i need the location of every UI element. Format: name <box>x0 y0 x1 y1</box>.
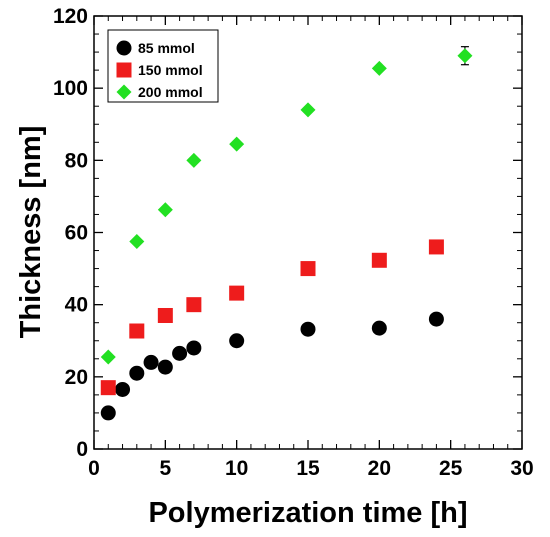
x-tick-label: 20 <box>368 457 391 480</box>
x-axis-title: Polymerization time [h] <box>148 497 467 529</box>
data-point <box>300 102 316 118</box>
data-point <box>100 405 116 421</box>
legend-label: 150 mmol <box>138 62 203 78</box>
y-tick-label: 120 <box>53 5 88 28</box>
y-axis-title: Thickness [nm] <box>15 126 47 339</box>
legend-marker <box>116 84 132 100</box>
x-tick-label: 30 <box>510 457 533 480</box>
data-point <box>100 380 116 396</box>
data-point <box>428 239 444 255</box>
data-point <box>157 307 173 323</box>
legend: 85 mmol 150 mmol 200 mmol <box>107 29 219 103</box>
data-point <box>129 365 145 381</box>
y-tick-label: 20 <box>65 366 88 389</box>
data-point <box>229 333 245 349</box>
axis-ticks: 0 5 10 15 20 25 30 0 20 40 60 80 100 120 <box>53 5 534 480</box>
y-tick-label: 40 <box>65 294 88 317</box>
legend-label: 200 mmol <box>138 84 203 100</box>
data-point <box>371 60 387 76</box>
data-point <box>229 136 245 152</box>
data-point <box>229 285 245 301</box>
data-point <box>115 381 131 397</box>
data-point <box>129 234 145 250</box>
data-point <box>129 323 145 339</box>
series-85-mmol <box>100 311 444 421</box>
y-tick-label: 80 <box>65 149 88 172</box>
data-point <box>172 345 188 361</box>
data-point <box>300 321 316 337</box>
x-tick-label: 15 <box>296 457 320 480</box>
data-point <box>457 48 473 64</box>
y-tick-label: 100 <box>53 77 88 100</box>
data-point <box>157 359 173 375</box>
data-point <box>371 252 387 268</box>
series-200-mmol <box>100 46 473 365</box>
x-tick-label: 25 <box>439 457 463 480</box>
x-tick-label: 0 <box>88 457 100 480</box>
data-point <box>428 311 444 327</box>
legend-marker <box>116 40 132 56</box>
data-point <box>186 340 202 356</box>
x-tick-label: 10 <box>225 457 248 480</box>
x-tick-label: 5 <box>159 457 171 480</box>
data-point <box>100 349 116 365</box>
data-point <box>300 261 316 277</box>
y-tick-label: 60 <box>65 222 88 245</box>
data-marks <box>100 46 473 421</box>
data-point <box>371 320 387 336</box>
y-tick-label: 0 <box>76 438 88 461</box>
data-point <box>186 297 202 313</box>
data-point <box>143 354 159 370</box>
legend-marker <box>116 62 132 78</box>
series-150-mmol <box>100 239 444 396</box>
legend-label: 85 mmol <box>138 40 195 56</box>
data-point <box>186 152 202 168</box>
data-point <box>157 202 173 218</box>
